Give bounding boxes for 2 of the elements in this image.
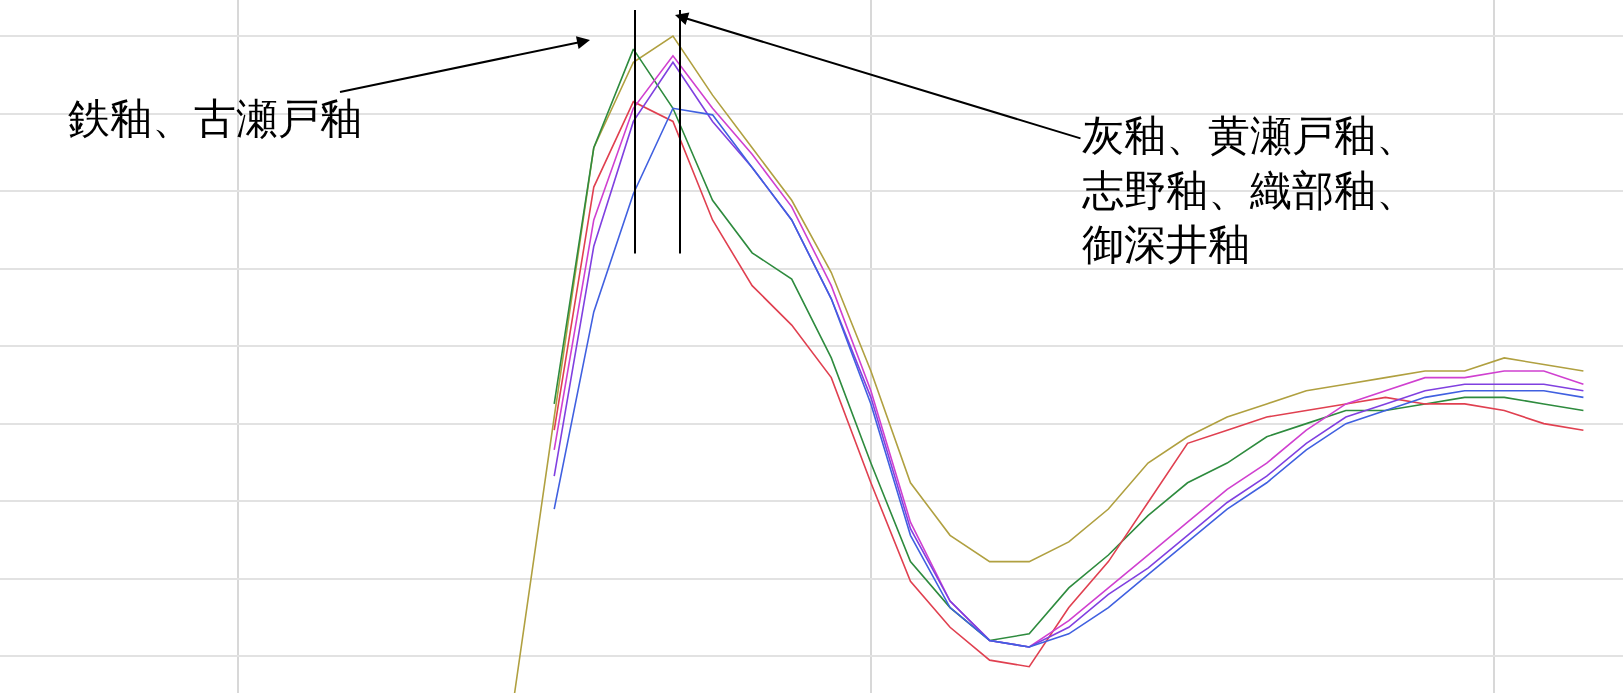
annotation: 灰釉、黄瀬戸釉、志野釉、織部釉、御深井釉: [1082, 111, 1418, 270]
annotation: 鉄釉、古瀬戸釉: [68, 94, 362, 143]
